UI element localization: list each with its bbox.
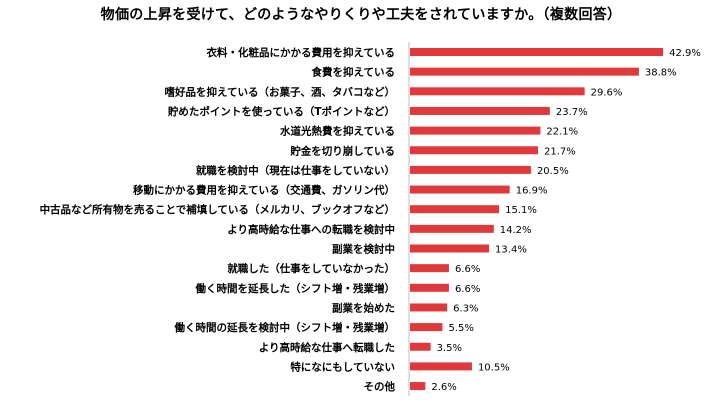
category-label: 水道光熱費を抑えている xyxy=(279,125,395,138)
value-label: 16.9% xyxy=(516,186,548,197)
bar xyxy=(410,283,449,292)
value-label: 29.6% xyxy=(591,87,623,98)
category-label: 嗜好品を抑えている（お菓子、酒、タバコなど） xyxy=(165,85,395,98)
bar xyxy=(410,87,585,96)
value-label: 10.5% xyxy=(478,362,510,373)
bar xyxy=(410,67,639,76)
bar xyxy=(410,126,541,135)
category-label: 副業を始めた xyxy=(332,301,395,314)
category-label: 副業を検討中 xyxy=(332,243,395,256)
bar xyxy=(410,264,449,273)
bar xyxy=(410,205,500,214)
value-label: 6.6% xyxy=(455,284,480,295)
bar xyxy=(410,185,510,194)
category-label: 就職を検討中（現在は仕事をしていない） xyxy=(196,164,395,177)
value-label: 22.1% xyxy=(546,127,578,138)
category-label: 移動にかかる費用を抑えている（交通費、ガソリン代） xyxy=(133,184,395,197)
value-label: 13.4% xyxy=(495,245,527,256)
category-label: より高時給な仕事への転職を検討中 xyxy=(227,223,395,236)
bar xyxy=(410,48,664,56)
bar xyxy=(410,342,431,351)
category-label: 働く時間を延長した（シフト増・残業増） xyxy=(195,282,396,295)
value-label: 38.8% xyxy=(645,68,677,79)
bar xyxy=(410,382,426,391)
value-label: 14.2% xyxy=(500,225,532,236)
category-label: 働く時間の延長を検討中（シフト増・残業増） xyxy=(174,321,396,334)
value-label: 23.7% xyxy=(556,107,588,118)
bar xyxy=(410,244,490,253)
category-label: 食費を抑えている xyxy=(311,66,395,79)
value-label: 6.3% xyxy=(453,303,478,314)
bar xyxy=(410,165,531,174)
category-label: 中古品など所有物を売ることで補填している（メルカリ、ブックオフなど） xyxy=(40,203,395,216)
bar xyxy=(410,323,443,332)
value-label: 3.5% xyxy=(437,343,462,354)
value-label: 6.6% xyxy=(455,264,480,275)
bar xyxy=(410,224,494,233)
value-label: 42.9% xyxy=(669,48,701,59)
category-label: 貯めたポイントを使っている（Tポイントなど） xyxy=(168,105,395,118)
value-label: 15.1% xyxy=(505,205,537,216)
category-label: 貯金を切り崩している xyxy=(290,144,395,157)
bar xyxy=(410,303,448,312)
value-label: 5.5% xyxy=(448,323,473,334)
chart-title: 物価の上昇を受けて、どのようなやりくりや工夫をされていますか。（複数回答） xyxy=(100,7,622,23)
value-label: 2.6% xyxy=(431,382,456,393)
category-label: 衣料・化粧品にかかる費用を抑えている xyxy=(207,46,395,59)
category-label: 特になにもしていない xyxy=(290,360,395,373)
category-label: その他 xyxy=(364,380,396,393)
category-label: より高時給な仕事へ転職した xyxy=(259,341,395,354)
bar xyxy=(410,106,550,115)
bar xyxy=(410,146,539,155)
value-label: 20.5% xyxy=(537,166,569,177)
category-label: 就職した（仕事をしていなかった） xyxy=(227,262,395,275)
bar xyxy=(410,362,472,371)
value-label: 21.7% xyxy=(544,146,576,157)
